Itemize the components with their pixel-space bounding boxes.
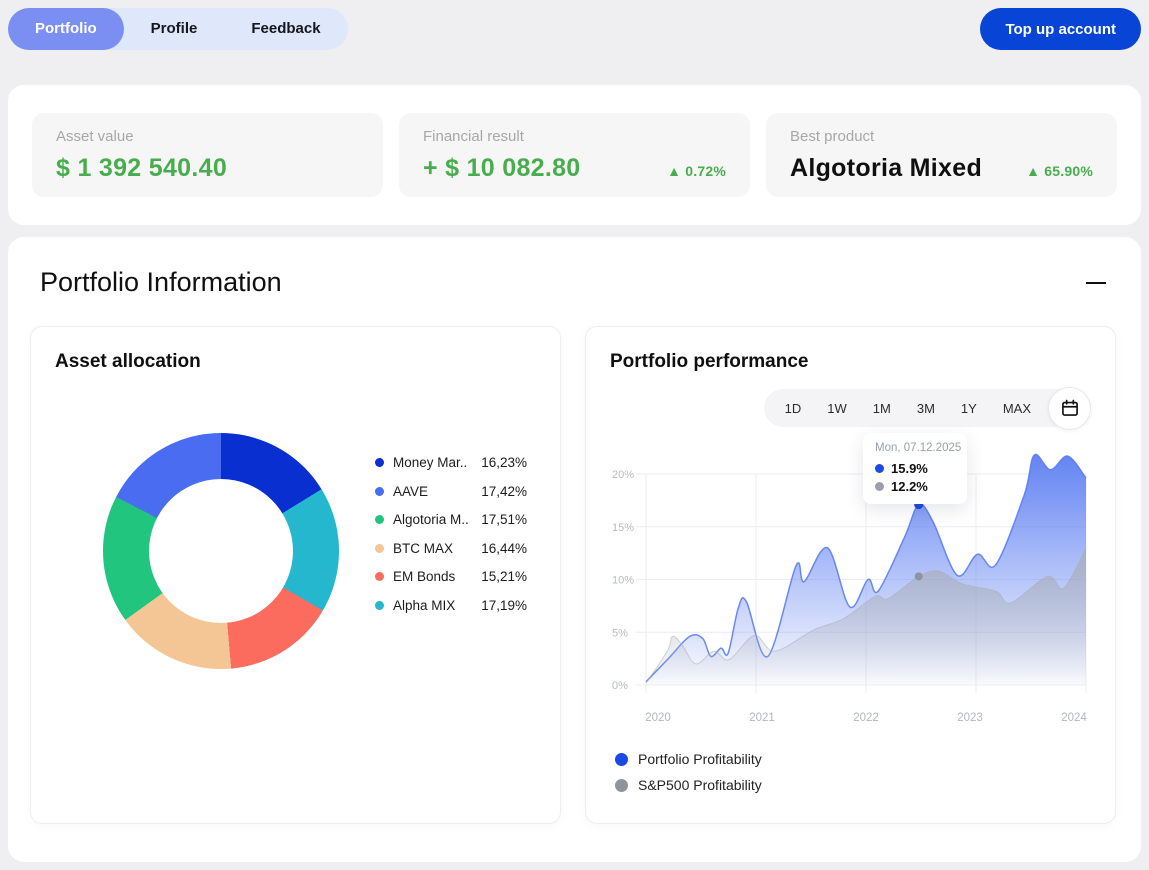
section-title: Portfolio Information [40,267,282,297]
legend-value: 17,51% [481,512,527,528]
asset-allocation-donut-chart [103,433,339,669]
chart-tooltip: Mon, 07.12.2025 15.9% 12.2% [863,433,967,504]
svg-text:2021: 2021 [749,712,775,724]
tab-portfolio[interactable]: Portfolio [8,8,124,50]
legend-dot [375,458,384,468]
legend-dot [375,486,384,496]
svg-text:2024: 2024 [1061,712,1087,724]
legend-value: 17,42% [481,483,527,499]
tooltip-sp500-row: 12.2% [875,479,955,494]
legend-dot [375,543,384,553]
legend-dot [375,515,384,525]
allocation-legend-row: Alpha MIX 17,19% [375,591,527,620]
best-product-name: Algotoria Mixed [790,154,983,182]
svg-text:2022: 2022 [853,712,879,724]
performance-chart-svg: 0% 5% 10% 15% 20% 2020 2021 2022 2023 2024 [612,453,1087,724]
legend-dot [615,752,628,766]
allocation-legend-row: EM Bonds 15,21% [375,563,527,592]
range-1d[interactable]: 1D [784,400,802,416]
legend-label: Algotoria M.. [393,512,469,528]
tab-profile[interactable]: Profile [150,20,198,37]
range-1y[interactable]: 1Y [960,400,977,416]
legend-label: Money Mar.. [393,455,468,471]
asset-value-tile: Asset value $ 1 392 540.40 [32,113,383,197]
legend-value: 16,44% [481,540,527,556]
tooltip-date: Mon, 07.12.2025 [875,442,962,454]
allocation-legend-row: Algotoria M.. 17,51% [375,506,527,535]
best-product-tile: Best product Algotoria Mixed ▲ 65.90% [766,113,1117,197]
performance-chart[interactable]: 0% 5% 10% 15% 20% 2020 2021 2022 2023 2024 Mon, 0… [598,433,1106,798]
asset-value-label: Asset value [56,128,134,145]
legend-value: 16,23% [481,455,527,471]
nav-tab-group: Portfolio Profile Feedback [8,8,348,50]
section-header: Portfolio Information [30,261,1119,298]
allocation-legend-row: Money Mar.. 16,23% [375,449,527,478]
best-product-label: Best product [790,128,875,145]
tooltip-portfolio-value: 15.9% [891,461,928,476]
range-row: 1D 1W 1M 3M 1Y MAX [610,386,1091,430]
range-bar: 1D 1W 1M 3M 1Y MAX [763,386,1091,430]
range-3m[interactable]: 3M [916,400,935,416]
calendar-icon [1060,398,1080,418]
legend-value: 17,19% [481,597,527,613]
svg-text:10%: 10% [612,575,634,587]
allocation-legend-row: BTC MAX 16,44% [375,534,527,563]
svg-text:15%: 15% [612,522,634,534]
top-up-account-button[interactable]: Top up account [980,8,1141,50]
stats-card: Asset value $ 1 392 540.40 Financial res… [8,85,1141,225]
legend-label: Alpha MIX [393,597,456,613]
financial-result-label: Financial result [423,128,524,145]
topbar: Portfolio Profile Feedback Top up account [8,8,1141,50]
svg-text:20%: 20% [612,469,634,481]
cards-row: Asset allocation Money Mar.. 16,23% AAVE 17… [30,326,1119,824]
asset-allocation-body: Money Mar.. 16,23% AAVE 17,42% Algotoria M..… [55,433,536,669]
allocation-legend-row: AAVE 17,42% [375,477,527,506]
range-max[interactable]: MAX [1002,400,1031,416]
svg-text:5%: 5% [612,627,628,639]
asset-value-amount: $ 1 392 540.40 [56,154,228,182]
portfolio-information-card: Portfolio Information Asset allocation M… [8,237,1141,862]
legend-label: BTC MAX [393,540,454,556]
best-product-delta: ▲ 65.90% [1026,163,1093,179]
legend-dot [375,572,384,582]
portfolio-performance-card: Portfolio performance 1D 1W 1M 3M 1Y MAX [585,326,1116,824]
financial-result-tile: Financial result + $ 10 082.80 ▲ 0.72% [399,113,750,197]
legend-value: 15,21% [481,569,527,585]
tab-feedback[interactable]: Feedback [251,20,321,37]
legend-label: Portfolio Profitability [638,751,762,767]
asset-allocation-legend: Money Mar.. 16,23% AAVE 17,42% Algotoria M..… [375,449,527,620]
svg-text:0%: 0% [612,680,628,692]
legend-label: S&P500 Profitability [638,777,762,793]
tooltip-sp500-dot [875,482,884,491]
legend-dot [375,600,384,610]
legend-dot [615,778,628,792]
financial-result-delta: ▲ 0.72% [667,163,726,179]
performance-legend: Portfolio Profitability S&P500 Profitabil… [615,746,1106,798]
legend-label: EM Bonds [393,569,456,585]
svg-text:2023: 2023 [957,712,983,724]
performance-legend-row: Portfolio Profitability [615,746,1106,772]
legend-label: AAVE [393,483,429,499]
asset-allocation-card: Asset allocation Money Mar.. 16,23% AAVE 17… [30,326,561,824]
range-1w[interactable]: 1W [827,400,847,416]
calendar-button[interactable] [1048,386,1091,430]
range-1m[interactable]: 1M [872,400,891,416]
collapse-section-button[interactable] [1083,270,1109,296]
tooltip-portfolio-dot [875,464,884,473]
donut-hole [149,479,293,623]
tooltip-sp500-value: 12.2% [891,479,928,494]
tooltip-portfolio-row: 15.9% [875,461,955,476]
svg-text:2020: 2020 [645,712,671,724]
portfolio-performance-title: Portfolio performance [610,351,809,372]
performance-legend-row: S&P500 Profitability [615,772,1106,798]
asset-allocation-title: Asset allocation [55,351,201,372]
financial-result-amount: + $ 10 082.80 [423,154,581,182]
